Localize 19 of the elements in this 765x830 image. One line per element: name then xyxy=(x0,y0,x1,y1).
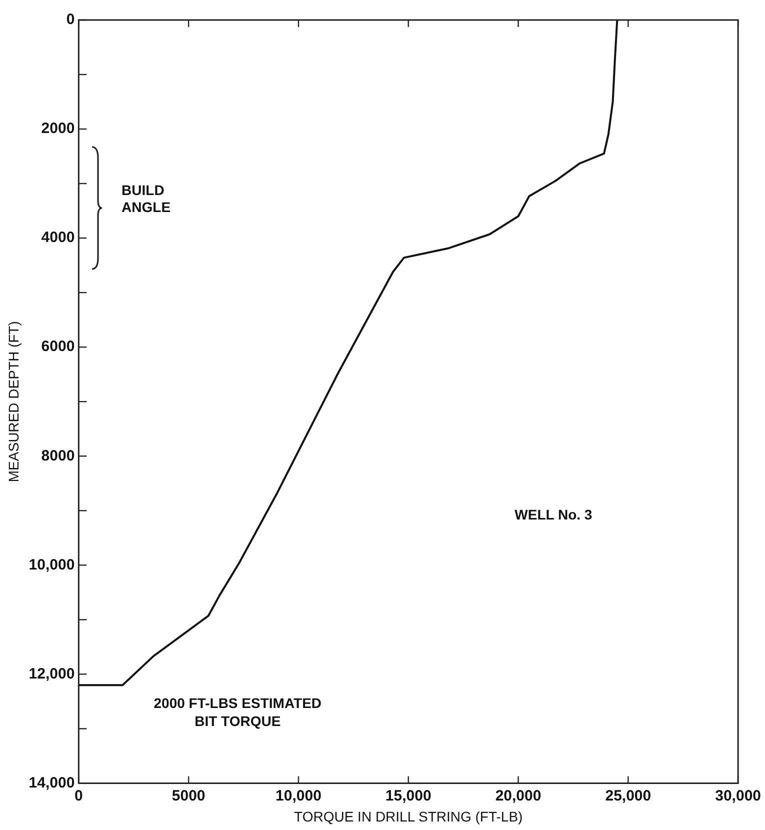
y-tick-label: 12,000 xyxy=(28,665,75,682)
x-tick-label: 25,000 xyxy=(605,787,652,804)
x-tick-label: 15,000 xyxy=(385,787,432,804)
y-tick-label: 8000 xyxy=(41,447,75,464)
annotation: BUILD ANGLE xyxy=(122,182,171,215)
annotation: 2000 FT-LBS ESTIMATED BIT TORQUE xyxy=(154,694,322,729)
annotation: WELL No. 3 xyxy=(514,506,592,522)
y-axis-title: MEASURED DEPTH (FT) xyxy=(5,321,22,482)
x-tick-label: 5000 xyxy=(172,787,206,804)
x-axis-title: TORQUE IN DRILL STRING (FT-LB) xyxy=(294,808,523,824)
x-tick-label: 30,000 xyxy=(715,787,762,804)
y-tick-label: 6000 xyxy=(41,338,75,356)
y-tick-label: 0 xyxy=(66,11,75,28)
y-tick-label: 10,000 xyxy=(28,556,75,574)
y-tick-label: 2000 xyxy=(41,120,75,138)
y-tick-label: 14,000 xyxy=(28,774,75,792)
y-tick-label: 4000 xyxy=(41,229,75,246)
x-tick-label: 10,000 xyxy=(276,787,322,804)
x-tick-label: 20,000 xyxy=(495,787,542,804)
